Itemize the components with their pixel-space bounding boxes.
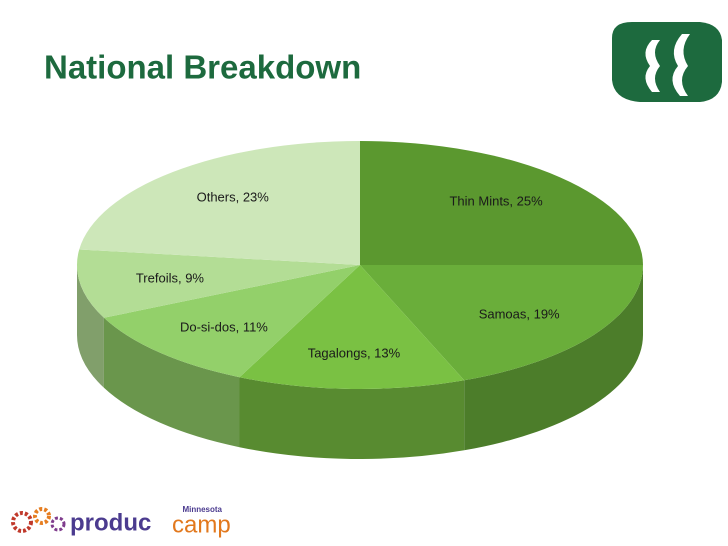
pie-slice bbox=[239, 265, 465, 389]
data-label: Do-si-dos, 11% bbox=[180, 320, 268, 335]
slide-title: National Breakdown bbox=[44, 49, 361, 86]
pie-side bbox=[464, 265, 643, 451]
data-label: Others, 23% bbox=[197, 189, 270, 204]
pie-side bbox=[103, 317, 240, 448]
pie-slice bbox=[360, 265, 643, 381]
data-label: Trefoils, 9% bbox=[136, 270, 205, 285]
pie-slice bbox=[103, 265, 360, 378]
pie-side bbox=[239, 377, 465, 459]
pie-slice bbox=[77, 249, 361, 318]
productcamp-logo: produc camp Minnesota bbox=[11, 505, 231, 538]
gear-icon bbox=[50, 516, 66, 532]
pie-slice bbox=[360, 141, 643, 265]
logo-word: produc bbox=[70, 509, 151, 536]
logo-word: camp bbox=[172, 511, 231, 538]
pie-side bbox=[77, 265, 104, 388]
logo-profile bbox=[645, 40, 660, 92]
trefoil-logo bbox=[612, 22, 722, 102]
pie-chart: Thin Mints, 25% Samoas, 19% Tagalongs, 13%… bbox=[77, 141, 643, 459]
data-label: Tagalongs, 13% bbox=[308, 346, 401, 361]
data-label: Thin Mints, 25% bbox=[449, 193, 543, 208]
logo-profile bbox=[672, 34, 690, 96]
pie-slice bbox=[79, 141, 360, 265]
logo-background bbox=[612, 22, 722, 102]
gear-icon bbox=[11, 511, 33, 533]
gear-icon bbox=[33, 507, 51, 525]
data-label: Samoas, 19% bbox=[479, 307, 560, 322]
logo-region: Minnesota bbox=[182, 505, 222, 514]
